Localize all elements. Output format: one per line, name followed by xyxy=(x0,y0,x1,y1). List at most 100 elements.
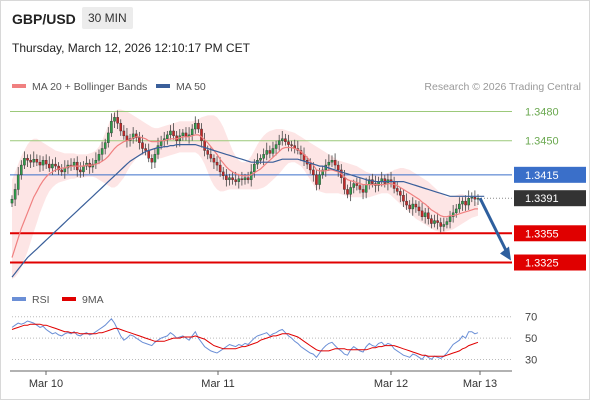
candle xyxy=(26,154,29,168)
level-tag-4 xyxy=(514,225,586,242)
x-tick-label-2: Mar 12 xyxy=(374,378,408,390)
candle-body xyxy=(41,160,45,166)
candle-body xyxy=(274,144,278,149)
candle-body xyxy=(395,188,399,192)
candle xyxy=(464,195,467,211)
candle xyxy=(138,131,141,150)
candle xyxy=(427,206,430,225)
candle xyxy=(212,154,216,169)
candle-body xyxy=(458,203,461,210)
candle xyxy=(113,112,116,129)
candle xyxy=(215,156,219,171)
candle-body xyxy=(197,122,200,130)
candle xyxy=(461,197,464,211)
candle-body xyxy=(433,220,436,224)
candle-body xyxy=(38,161,42,166)
price-legend: MA 20 + Bollinger Bands MA 50 xyxy=(12,81,206,93)
candle-body xyxy=(423,212,427,217)
timeframe-button[interactable]: 30 MIN xyxy=(82,7,133,29)
candle-body xyxy=(408,204,411,210)
candle-body xyxy=(287,141,290,145)
candle-body xyxy=(110,121,113,134)
candle xyxy=(35,154,39,167)
candle-body xyxy=(259,158,262,161)
rsi-tick-1: 50 xyxy=(525,333,537,345)
candle-body xyxy=(29,160,32,163)
candle xyxy=(405,193,408,210)
candle-body xyxy=(336,164,340,171)
legend-swatch-1 xyxy=(156,84,170,88)
candle xyxy=(181,129,185,141)
candle xyxy=(153,148,157,168)
candle xyxy=(150,154,154,169)
candle xyxy=(361,184,365,200)
candle xyxy=(134,130,138,142)
rsi-ma-line xyxy=(11,323,479,357)
candle-body xyxy=(119,122,123,132)
candle xyxy=(430,214,433,229)
candle-body xyxy=(228,177,231,180)
candle xyxy=(277,134,281,151)
candle-body xyxy=(346,189,349,195)
candle-body xyxy=(100,148,104,155)
level-label-4: 1.3355 xyxy=(525,228,559,240)
candle xyxy=(448,210,452,229)
candle-body xyxy=(47,163,51,169)
candle-body xyxy=(467,198,470,206)
x-tick-label-1: Mar 11 xyxy=(201,378,234,390)
candle xyxy=(423,207,427,224)
candle xyxy=(265,142,269,161)
candle-body xyxy=(134,133,138,138)
candle-body xyxy=(122,130,126,137)
candle-body xyxy=(420,210,424,217)
candle xyxy=(408,200,411,213)
candle-body xyxy=(355,183,359,186)
candle xyxy=(200,123,203,148)
candle xyxy=(13,183,17,206)
candle xyxy=(458,197,461,213)
candle-body xyxy=(417,206,421,212)
forecast-arrow xyxy=(478,197,509,254)
legend-label-0: MA 20 + Bollinger Bands xyxy=(32,81,147,93)
candle-body xyxy=(333,160,337,166)
candle-body xyxy=(206,150,210,155)
candle xyxy=(349,180,352,202)
candle-body xyxy=(32,159,36,163)
candle-body xyxy=(209,154,213,159)
candle-body xyxy=(82,165,85,173)
candle xyxy=(420,203,424,221)
candle-body xyxy=(240,178,244,180)
candle-body xyxy=(349,187,352,195)
candle xyxy=(97,149,101,165)
timestamp: Thursday, March 12, 2026 12:10:17 PM CET xyxy=(12,41,250,55)
candle xyxy=(280,130,284,146)
candle xyxy=(197,119,200,133)
candle-body xyxy=(268,150,272,154)
candle xyxy=(16,167,20,196)
candle xyxy=(237,173,241,189)
candle xyxy=(411,197,415,216)
candle xyxy=(346,184,349,199)
candle-body xyxy=(113,117,116,122)
candle-body xyxy=(442,224,446,227)
candle-body xyxy=(23,158,26,166)
rsi-tick-2: 30 xyxy=(525,354,537,366)
candle xyxy=(194,116,197,134)
candle-body xyxy=(343,177,346,190)
candle xyxy=(203,132,206,157)
candle-body xyxy=(318,174,321,185)
candle-body xyxy=(57,165,60,171)
candle xyxy=(246,171,250,184)
candle xyxy=(221,167,225,180)
candle xyxy=(47,156,51,172)
candle-body xyxy=(352,183,356,188)
candle xyxy=(470,192,474,203)
candle-body xyxy=(103,142,107,149)
candle-body xyxy=(169,130,172,136)
candle xyxy=(268,145,272,159)
candle-body xyxy=(234,179,237,182)
candle xyxy=(473,190,477,206)
candle xyxy=(284,133,287,146)
candle xyxy=(110,113,113,137)
